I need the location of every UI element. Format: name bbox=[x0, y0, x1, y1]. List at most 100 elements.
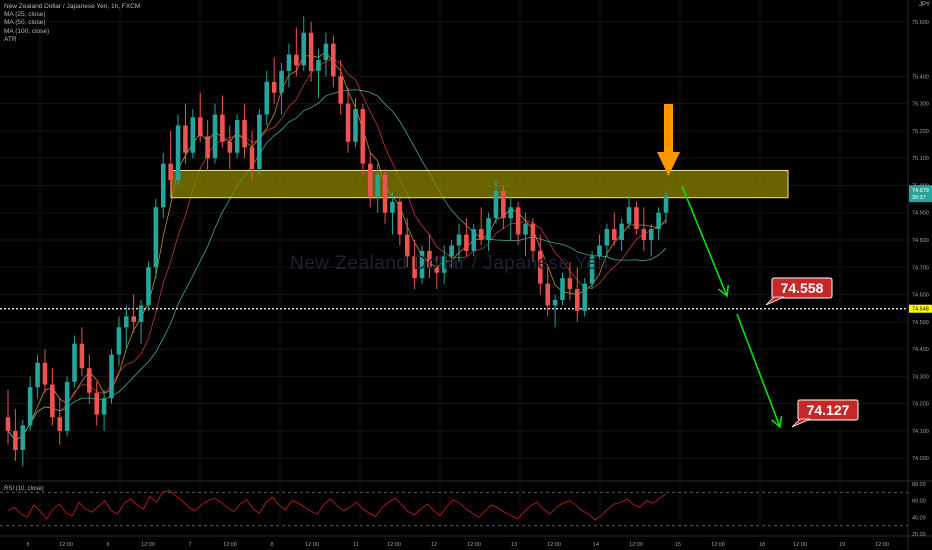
candle-body bbox=[552, 300, 558, 306]
legend-atr: ATR bbox=[4, 35, 17, 43]
candle-body bbox=[64, 381, 70, 431]
candle-body bbox=[397, 201, 403, 235]
time-tick-label: 12:00 bbox=[793, 542, 807, 548]
target-label-2-box bbox=[797, 399, 859, 421]
legend-ma100: MA (100, close) bbox=[4, 27, 50, 35]
candle-body bbox=[493, 190, 499, 219]
candle-body bbox=[589, 256, 595, 284]
candle-body bbox=[197, 117, 203, 137]
rsi-tick-label: 40.00 bbox=[912, 515, 926, 521]
candlestick-series bbox=[5, 16, 669, 467]
price-tick-label: 74.800 bbox=[912, 238, 929, 244]
candle-body bbox=[257, 114, 262, 170]
candle-body bbox=[412, 256, 417, 279]
candle-body bbox=[234, 120, 240, 153]
green-arrow-1-shaft bbox=[681, 185, 728, 297]
candle-body bbox=[308, 32, 314, 71]
rsi-label: RSI (10, close) bbox=[4, 486, 44, 492]
candle-body bbox=[79, 343, 85, 369]
candle-body bbox=[146, 267, 151, 306]
candle-body bbox=[286, 54, 292, 71]
candle-body bbox=[124, 316, 129, 328]
price-tick-label: 74.300 bbox=[912, 374, 929, 380]
candle-body bbox=[249, 147, 255, 170]
ma100-line bbox=[7, 89, 667, 442]
time-tick-label: 12:00 bbox=[141, 542, 155, 548]
candle-body bbox=[375, 174, 380, 197]
candle-body bbox=[271, 81, 277, 93]
candle-body bbox=[20, 425, 26, 450]
candle-body bbox=[205, 136, 210, 159]
candle-body bbox=[515, 207, 521, 235]
dotted-level-label: 74.548 bbox=[912, 307, 929, 313]
candle-body bbox=[94, 392, 100, 415]
candle-body bbox=[101, 398, 107, 415]
target-labels[interactable]: 74.558 74.127 bbox=[765, 277, 859, 428]
candle-body bbox=[50, 384, 55, 418]
legend-title: New Zealand Dollar / Japanese Yen, 1h, F… bbox=[4, 3, 141, 10]
price-tick-label: 74.100 bbox=[912, 429, 929, 435]
candle-body bbox=[27, 387, 33, 426]
rsi-tick-label: 60.00 bbox=[912, 499, 926, 505]
candle-body bbox=[345, 103, 351, 142]
projection-arrows[interactable] bbox=[657, 104, 783, 429]
candle-body bbox=[279, 70, 284, 93]
candle-body bbox=[567, 278, 573, 290]
price-tick-label: 74.700 bbox=[912, 265, 929, 271]
candle-body bbox=[641, 229, 647, 240]
candle-body bbox=[227, 141, 233, 153]
target-label-1: 74.558 bbox=[781, 280, 824, 296]
candle-body bbox=[626, 207, 632, 224]
rsi-line bbox=[7, 490, 667, 521]
candle-body bbox=[486, 218, 491, 240]
candle-body bbox=[264, 81, 270, 115]
time-tick-label: 11 bbox=[353, 542, 359, 548]
target-label-1-box bbox=[771, 277, 833, 299]
candle-body bbox=[160, 163, 166, 208]
candle-body bbox=[508, 207, 514, 219]
candle-body bbox=[530, 223, 536, 251]
candle-body bbox=[456, 234, 462, 246]
candle-body bbox=[634, 207, 639, 230]
candle-body bbox=[538, 250, 543, 284]
candle-body bbox=[5, 417, 11, 431]
candle-body bbox=[212, 114, 218, 159]
candle-body bbox=[57, 417, 63, 431]
candle-body bbox=[604, 229, 610, 246]
orange-arrow-shaft bbox=[664, 104, 673, 154]
candle-body bbox=[175, 125, 181, 180]
candle-body bbox=[220, 114, 225, 142]
candle-body bbox=[478, 229, 484, 240]
time-axis[interactable]: 5 12:00 6 12:00 7 12:00 8 12:00 11 12:00 12 12:00 13… bbox=[26, 542, 888, 548]
price-tick-label: 75.600 bbox=[912, 20, 929, 26]
candle-body bbox=[367, 163, 373, 197]
candle-body bbox=[153, 207, 159, 268]
candle-body bbox=[663, 196, 669, 213]
price-tick-label: 75.400 bbox=[912, 74, 929, 80]
price-tick-label: 75.100 bbox=[912, 156, 929, 162]
time-tick-label: 12:00 bbox=[59, 542, 73, 548]
rsi-tick-label: 80.00 bbox=[912, 482, 926, 488]
price-tick-label: 74.600 bbox=[912, 293, 929, 299]
time-tick-label: 12:00 bbox=[547, 542, 561, 548]
rsi-pane[interactable]: RSI (10, close) 80.00 60.00 40.00 20.00 bbox=[0, 482, 926, 538]
candle-body bbox=[323, 43, 329, 60]
candle-body bbox=[441, 256, 447, 273]
price-tick-label: 74.400 bbox=[912, 347, 929, 353]
price-tick-label: 74.900 bbox=[912, 211, 929, 217]
resistance-zone[interactable] bbox=[170, 169, 789, 199]
time-tick-label: 12:00 bbox=[467, 542, 481, 548]
candle-body bbox=[523, 223, 528, 235]
price-axis[interactable]: 75.60075.40075.30075.20075.10075.00074.9… bbox=[909, 20, 932, 462]
time-tick-label: 12:00 bbox=[875, 542, 889, 548]
candle-body bbox=[294, 54, 299, 66]
candle-body bbox=[353, 109, 358, 142]
green-arrow-2-head bbox=[771, 415, 783, 429]
candle-body bbox=[449, 245, 454, 257]
ma50-line bbox=[7, 58, 667, 442]
time-tick-label: 12:00 bbox=[711, 542, 725, 548]
time-tick-label: 7 bbox=[188, 542, 191, 548]
time-tick-label: 12:00 bbox=[629, 542, 643, 548]
candle-body bbox=[419, 250, 425, 279]
